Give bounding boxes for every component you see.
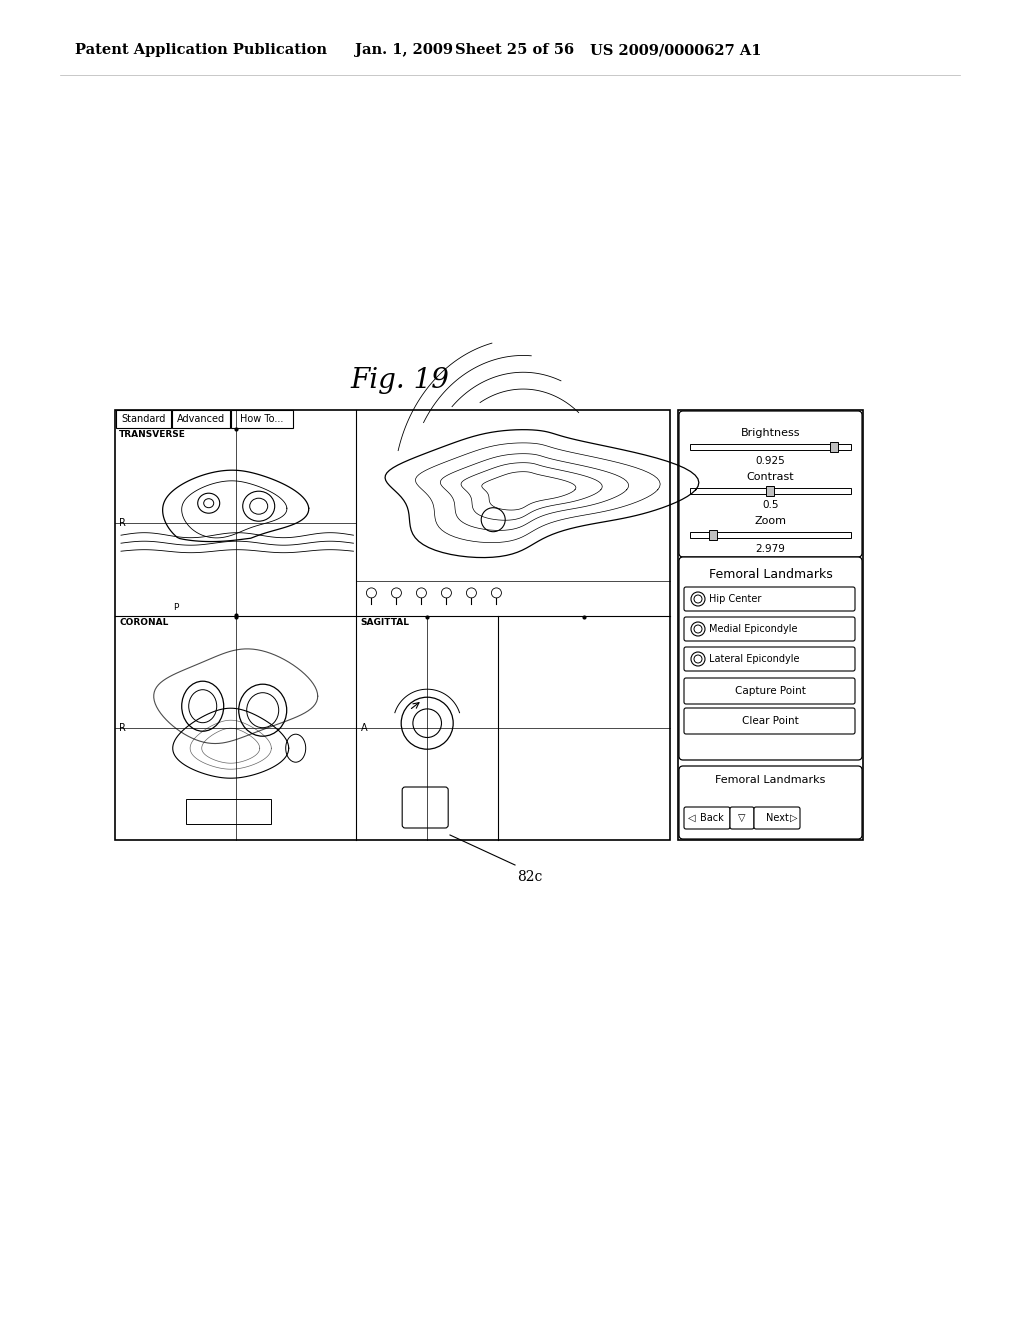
FancyBboxPatch shape xyxy=(684,616,855,642)
Bar xyxy=(678,411,863,840)
Text: R: R xyxy=(119,723,126,733)
FancyBboxPatch shape xyxy=(684,807,730,829)
Text: ▷: ▷ xyxy=(790,813,798,822)
Text: Zoom: Zoom xyxy=(755,516,786,525)
Text: Brightness: Brightness xyxy=(740,428,800,438)
Ellipse shape xyxy=(188,689,217,723)
Ellipse shape xyxy=(243,491,274,521)
Bar xyxy=(185,799,270,824)
Bar xyxy=(690,488,851,494)
FancyBboxPatch shape xyxy=(679,411,862,557)
Text: Standard: Standard xyxy=(121,414,166,424)
Circle shape xyxy=(694,624,702,634)
Circle shape xyxy=(413,709,441,738)
Text: 82c: 82c xyxy=(517,870,543,884)
Bar xyxy=(231,411,293,428)
Text: How To...: How To... xyxy=(241,414,284,424)
Ellipse shape xyxy=(204,499,214,508)
Text: Femoral Landmarks: Femoral Landmarks xyxy=(716,775,825,785)
Text: Clear Point: Clear Point xyxy=(742,715,799,726)
Circle shape xyxy=(441,587,452,598)
Ellipse shape xyxy=(247,693,279,727)
Circle shape xyxy=(391,587,401,598)
Circle shape xyxy=(694,595,702,603)
Circle shape xyxy=(466,587,476,598)
Ellipse shape xyxy=(250,498,267,515)
FancyBboxPatch shape xyxy=(684,708,855,734)
Text: ▽: ▽ xyxy=(738,813,745,822)
Ellipse shape xyxy=(181,681,223,731)
Text: Capture Point: Capture Point xyxy=(735,686,806,696)
Text: Sheet 25 of 56: Sheet 25 of 56 xyxy=(455,44,574,57)
Bar xyxy=(830,442,838,451)
Bar xyxy=(116,411,171,428)
Ellipse shape xyxy=(198,494,220,513)
Circle shape xyxy=(694,655,702,663)
Ellipse shape xyxy=(286,734,306,762)
Text: Back: Back xyxy=(700,813,724,822)
Text: Jan. 1, 2009: Jan. 1, 2009 xyxy=(355,44,453,57)
Bar xyxy=(690,444,851,450)
Text: R: R xyxy=(119,519,126,528)
Text: US 2009/0000627 A1: US 2009/0000627 A1 xyxy=(590,44,762,57)
Text: SAGITTAL: SAGITTAL xyxy=(360,618,410,627)
Text: 0.925: 0.925 xyxy=(756,455,785,466)
Bar xyxy=(115,411,670,840)
FancyBboxPatch shape xyxy=(684,587,855,611)
Bar xyxy=(766,486,774,496)
FancyBboxPatch shape xyxy=(402,787,449,828)
Circle shape xyxy=(492,587,502,598)
Text: Next: Next xyxy=(766,813,788,822)
Bar xyxy=(710,531,718,540)
Text: Patent Application Publication: Patent Application Publication xyxy=(75,44,327,57)
Text: Fig. 19: Fig. 19 xyxy=(350,367,450,393)
FancyBboxPatch shape xyxy=(679,557,862,760)
Circle shape xyxy=(691,652,705,667)
Circle shape xyxy=(401,697,454,750)
Text: Contrast: Contrast xyxy=(746,473,795,482)
Text: 0.5: 0.5 xyxy=(762,500,778,510)
Circle shape xyxy=(367,587,377,598)
Circle shape xyxy=(691,622,705,636)
Circle shape xyxy=(691,591,705,606)
Text: CORONAL: CORONAL xyxy=(119,618,168,627)
Text: Medial Epicondyle: Medial Epicondyle xyxy=(709,624,798,634)
Circle shape xyxy=(417,587,426,598)
Text: P: P xyxy=(173,603,178,612)
FancyBboxPatch shape xyxy=(730,807,754,829)
Text: ◁: ◁ xyxy=(688,813,695,822)
FancyBboxPatch shape xyxy=(679,766,862,840)
Text: 2.979: 2.979 xyxy=(756,544,785,554)
Circle shape xyxy=(481,508,505,532)
Text: TRANSVERSE: TRANSVERSE xyxy=(119,430,186,440)
Bar xyxy=(690,532,851,539)
Text: Lateral Epicondyle: Lateral Epicondyle xyxy=(709,653,800,664)
Bar xyxy=(172,411,230,428)
FancyBboxPatch shape xyxy=(684,678,855,704)
Text: Advanced: Advanced xyxy=(177,414,225,424)
FancyBboxPatch shape xyxy=(684,647,855,671)
Text: Hip Center: Hip Center xyxy=(709,594,762,605)
Text: A: A xyxy=(360,723,367,733)
Ellipse shape xyxy=(239,684,287,737)
Text: Femoral Landmarks: Femoral Landmarks xyxy=(709,569,833,582)
FancyBboxPatch shape xyxy=(754,807,800,829)
